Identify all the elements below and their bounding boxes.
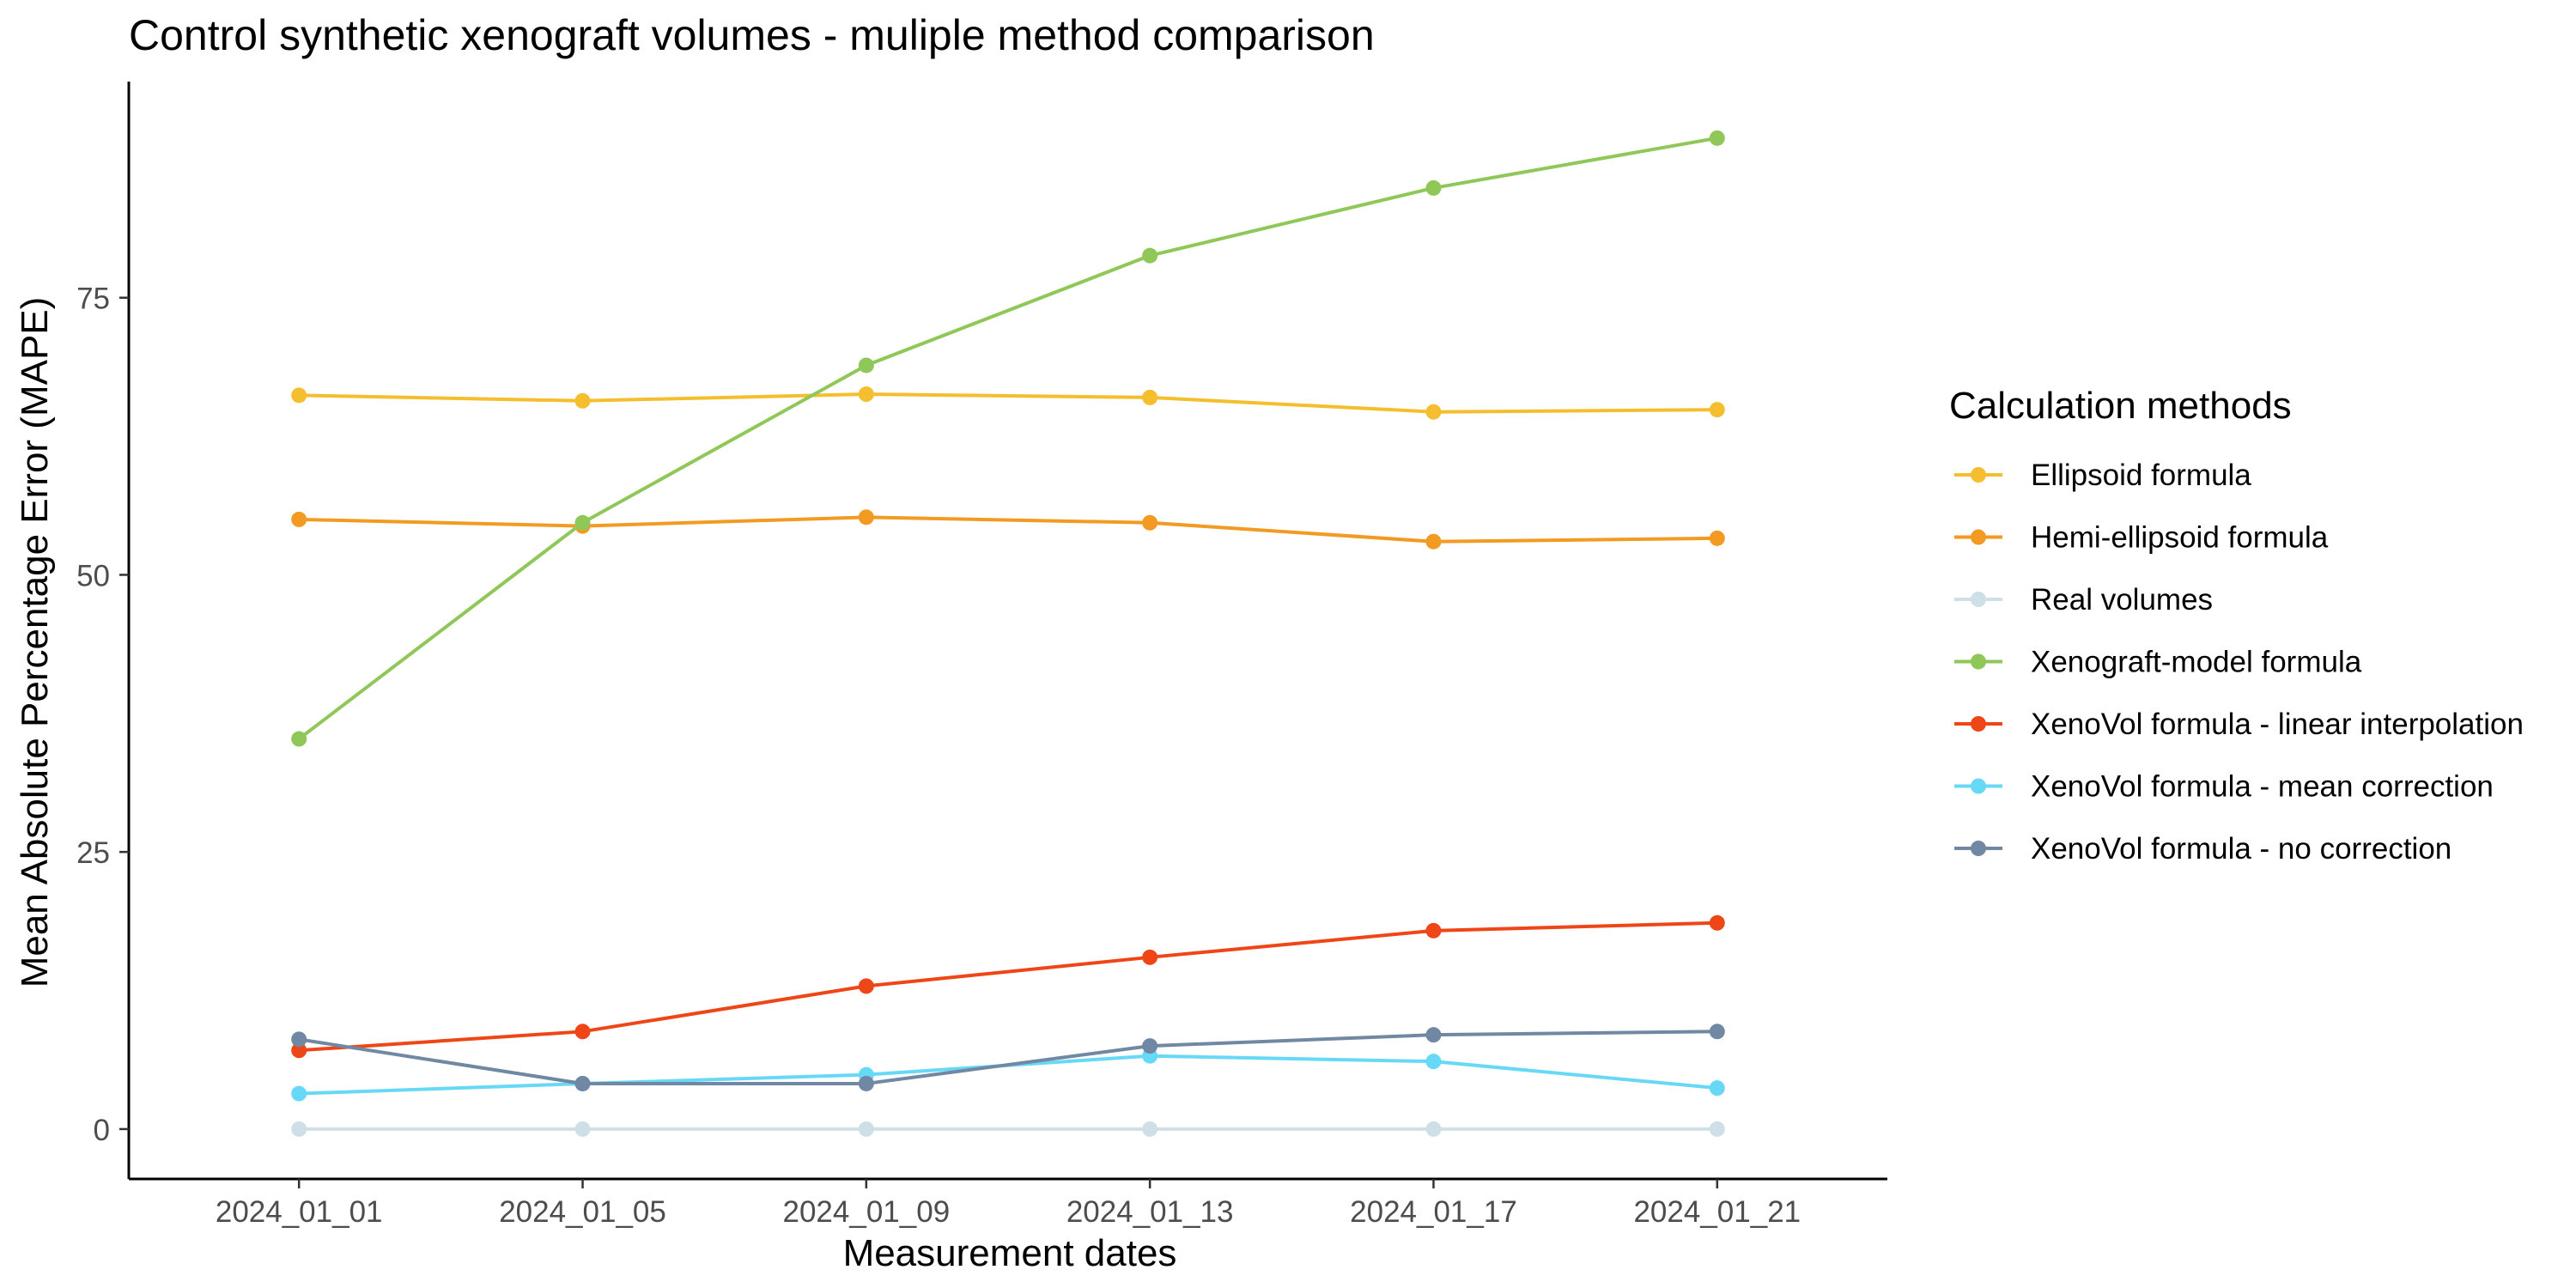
data-point <box>1142 514 1158 531</box>
y-tick-label: 50 <box>76 559 110 592</box>
x-tick-label: 2024_01_17 <box>1350 1195 1517 1229</box>
series-4 <box>291 914 1725 1059</box>
x-tick-label: 2024_01_21 <box>1633 1195 1801 1229</box>
legend-label: Ellipsoid formula <box>2031 459 2251 492</box>
legend-item: Xenograft-model formula <box>1954 646 2362 679</box>
axes: 0 25 50 75 2024_01_01 2024_01_05 2024_01_09 202… <box>76 82 1887 1229</box>
legend-item: XenoVol formula - mean correction <box>1954 770 2494 804</box>
data-point <box>1142 389 1158 405</box>
data-point <box>1709 1121 1725 1137</box>
data-point <box>1142 1038 1158 1054</box>
series-layer <box>291 130 1725 1137</box>
legend-item: XenoVol formula - linear interpolation <box>1954 708 2524 741</box>
legend-key-point <box>1971 716 1986 732</box>
y-tick-label: 75 <box>76 283 110 316</box>
series-line <box>299 392 1717 414</box>
legend-item: Hemi-ellipsoid formula <box>1954 521 2329 555</box>
data-point <box>1709 914 1725 931</box>
series-2 <box>291 1121 1725 1137</box>
data-point <box>291 1031 307 1048</box>
data-point <box>574 1121 591 1137</box>
legend: Calculation methods Ellipsoid formula Hem… <box>1949 385 2524 866</box>
series-5 <box>291 1048 1725 1102</box>
data-point <box>858 1121 874 1137</box>
x-tick-label: 2024_01_01 <box>216 1195 383 1229</box>
data-point <box>1425 179 1442 196</box>
series-line <box>297 136 1718 741</box>
series-6 <box>291 1024 1725 1091</box>
series-line <box>299 1054 1717 1096</box>
legend-key-point <box>1971 778 1986 794</box>
data-point <box>291 511 307 527</box>
data-point <box>1709 1080 1725 1097</box>
y-tick-label: 25 <box>76 836 110 870</box>
x-tick-label: 2024_01_05 <box>499 1195 666 1229</box>
legend-key-point <box>1971 467 1986 483</box>
data-point <box>1425 1054 1442 1070</box>
data-point <box>858 386 874 403</box>
data-point <box>1142 1121 1158 1137</box>
data-point <box>858 357 874 374</box>
legend-label: XenoVol formula - mean correction <box>2031 770 2494 804</box>
series-line <box>299 920 1717 1053</box>
legend-title: Calculation methods <box>1949 385 2292 427</box>
data-point <box>1709 1024 1725 1040</box>
x-tick-label: 2024_01_13 <box>1066 1195 1234 1229</box>
legend-label: Hemi-ellipsoid formula <box>2031 521 2329 555</box>
data-point <box>858 1075 874 1091</box>
legend-key-point <box>1971 653 1986 670</box>
data-point <box>291 1085 307 1102</box>
data-point <box>1425 533 1442 550</box>
data-point <box>291 731 307 747</box>
x-tick-label: 2024_01_09 <box>783 1195 951 1229</box>
data-point <box>1142 949 1158 965</box>
series-3 <box>291 130 1725 747</box>
data-point <box>574 514 591 531</box>
legend-label: XenoVol formula - no correction <box>2031 832 2451 866</box>
series-line <box>299 515 1717 544</box>
series-line <box>298 1030 1717 1085</box>
data-point <box>1709 130 1725 146</box>
legend-label: Xenograft-model formula <box>2031 646 2362 679</box>
data-point <box>858 978 874 994</box>
data-point <box>291 1042 307 1059</box>
data-point <box>1425 922 1442 939</box>
y-axis-title: Mean Absolute Percentage Error (MAPE) <box>14 297 56 988</box>
data-point <box>1709 402 1725 418</box>
data-point <box>858 509 874 526</box>
data-point <box>1709 530 1725 546</box>
legend-key-point <box>1971 529 1986 545</box>
legend-key-point <box>1971 592 1986 607</box>
legend-item: XenoVol formula - no correction <box>1954 832 2451 866</box>
series-1 <box>291 509 1725 550</box>
data-point <box>291 387 307 404</box>
legend-label: Real volumes <box>2031 583 2213 617</box>
legend-label: XenoVol formula - linear interpolation <box>2031 708 2524 741</box>
data-point <box>574 1024 591 1040</box>
chart-title: Control synthetic xenograft volumes - mu… <box>129 11 1375 59</box>
legend-key-point <box>1971 841 1986 856</box>
data-point <box>574 1075 591 1091</box>
series-0 <box>291 386 1725 420</box>
data-point <box>291 1121 307 1137</box>
data-point <box>1142 247 1158 264</box>
x-axis-title: Measurement dates <box>843 1232 1177 1274</box>
data-point <box>1425 1027 1442 1043</box>
data-point <box>574 392 591 409</box>
legend-item: Real volumes <box>1954 583 2213 617</box>
data-point <box>1425 404 1442 420</box>
y-tick-label: 0 <box>94 1114 110 1147</box>
legend-item: Ellipsoid formula <box>1954 459 2251 492</box>
data-point <box>1425 1121 1442 1137</box>
